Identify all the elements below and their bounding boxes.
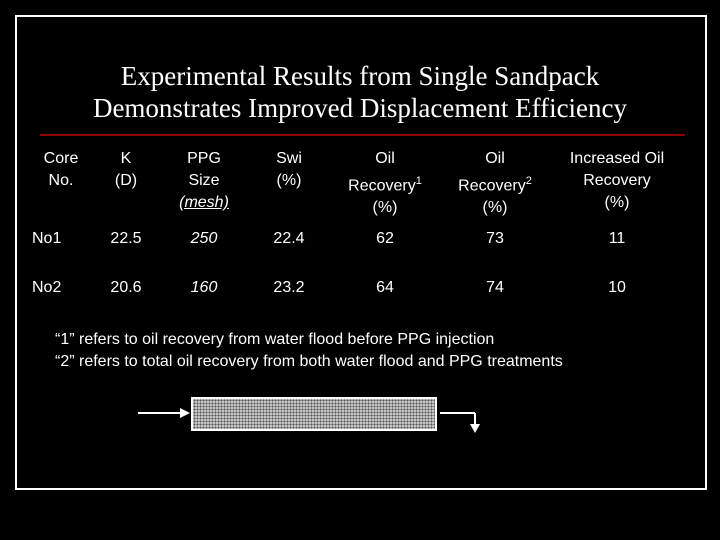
cell-oil-recovery-2: 74	[486, 279, 504, 296]
cell-ppg-size: 160	[190, 279, 218, 296]
cell-oil-recovery-1: 64	[376, 279, 394, 296]
footnotes: “1” refers to oil recovery from water fl…	[55, 329, 563, 373]
cell-k: 22.5	[110, 230, 142, 247]
cell-k: 20.6	[110, 279, 142, 296]
cell-core-no: No1	[32, 230, 62, 247]
cell-ppg-size: 250	[190, 230, 218, 247]
outlet-arrow-icon	[470, 424, 480, 433]
table-header-row: Core No. K (D) PPG Size (mesh) Swi (%) Oil Rec…	[30, 148, 684, 224]
header-core-no: Core No.	[43, 150, 79, 189]
cell-oil-recovery-2: 73	[486, 230, 504, 247]
title-divider	[40, 134, 685, 136]
cell-core-no: No2	[32, 279, 62, 296]
results-table: Core No. K (D) PPG Size (mesh) Swi (%) Oil Rec…	[30, 148, 684, 322]
slide-title-line-2: Demonstrates Improved Displacement Effic…	[92, 93, 628, 123]
header-oil-recovery-1: Oil Recovery1 (%)	[348, 150, 422, 217]
table-row: No2 20.6 160 23.2 64 74 10	[30, 273, 684, 322]
cell-increased-oil-recovery: 10	[608, 279, 626, 296]
cell-swi: 22.4	[273, 230, 305, 247]
cell-oil-recovery-1: 62	[376, 230, 394, 247]
header-increased-oil-recovery: Increased Oil Recovery (%)	[569, 150, 665, 211]
footnote-2: “2” refers to total oil recovery from bo…	[55, 353, 563, 370]
sandpack-diagram	[138, 408, 480, 433]
footnote-1: “1” refers to oil recovery from water fl…	[55, 331, 495, 348]
header-k: K (D)	[114, 150, 138, 189]
inlet-arrow-icon	[180, 408, 190, 418]
cell-swi: 23.2	[273, 279, 305, 296]
cell-increased-oil-recovery: 11	[608, 230, 626, 247]
sandpack-icon	[191, 397, 437, 431]
header-ppg-size: PPG Size (mesh)	[179, 150, 229, 211]
slide-frame	[15, 15, 707, 490]
header-swi: Swi (%)	[276, 150, 302, 189]
slide-title-line-1: Experimental Results from Single Sandpac…	[120, 61, 600, 91]
table-row: No1 22.5 250 22.4 62 73 11	[30, 224, 684, 273]
header-oil-recovery-2: Oil Recovery2 (%)	[458, 150, 532, 217]
